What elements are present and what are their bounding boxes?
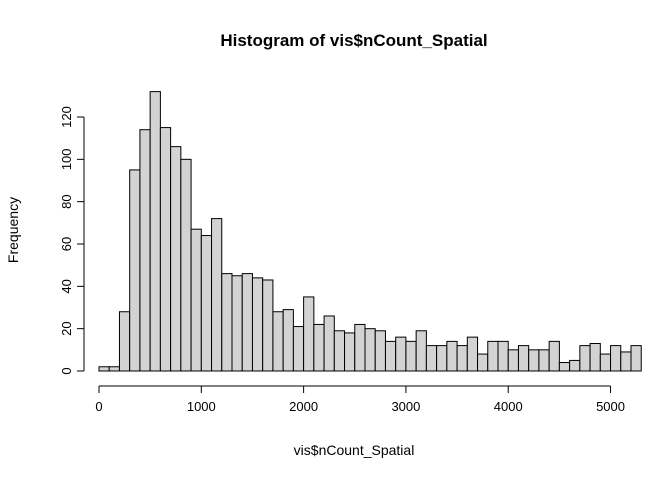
histogram-bar [129, 169, 141, 372]
histogram-bar [282, 309, 294, 372]
histogram-bar [487, 340, 499, 372]
histogram-bar [589, 342, 601, 372]
histogram-bar [548, 340, 560, 372]
histogram-bar [528, 349, 540, 372]
y-axis: 0 20 40 60 80 100 120 [59, 106, 85, 375]
x-axis-label: vis$nCount_Spatial [294, 442, 415, 458]
histogram-bar [108, 366, 120, 372]
histogram-bar [497, 340, 509, 372]
histogram-bar [262, 279, 274, 372]
chart-title: Histogram of vis$nCount_Spatial [220, 31, 487, 50]
histogram-bar [354, 323, 366, 372]
x-tick-label: 2000 [289, 399, 318, 414]
histogram-bar [477, 353, 489, 372]
bars-group [98, 91, 642, 372]
y-tick-label: 60 [59, 237, 74, 251]
histogram-bar [272, 311, 284, 372]
histogram-bar [251, 277, 264, 372]
histogram-bar [374, 330, 386, 372]
y-tick-label: 0 [59, 367, 74, 374]
histogram-bar [241, 273, 253, 372]
y-tick-label: 20 [59, 321, 74, 335]
x-tick-label: 5000 [596, 399, 625, 414]
y-axis-label: Frequency [5, 197, 21, 263]
y-tick-label: 80 [59, 194, 74, 208]
y-tick-label: 100 [59, 148, 74, 170]
histogram-bar [425, 345, 438, 372]
histogram-bar [221, 273, 233, 372]
x-tick-label: 0 [95, 399, 102, 414]
histogram-bar [538, 349, 550, 372]
x-tick-label: 3000 [391, 399, 420, 414]
histogram-bar [364, 328, 376, 372]
histogram-bar [415, 330, 427, 372]
histogram-bar [395, 336, 407, 372]
histogram-bar [630, 345, 642, 372]
histogram-bar [620, 351, 632, 372]
histogram-bar [231, 275, 243, 372]
histogram-bar [507, 349, 519, 372]
histogram-bar [303, 296, 315, 372]
histogram-bar [384, 340, 397, 372]
histogram-bar [200, 235, 213, 372]
x-tick-label: 4000 [494, 399, 523, 414]
histogram-bar [292, 326, 305, 372]
histogram-bar [466, 336, 479, 372]
histogram-bar [579, 345, 591, 372]
histogram-bar [118, 311, 131, 372]
histogram-bar [323, 315, 335, 372]
histogram-bar [344, 332, 356, 372]
x-tick-label: 1000 [187, 399, 216, 414]
y-tick-label: 120 [59, 106, 74, 128]
histogram-bar [139, 129, 151, 372]
histogram-bar [517, 345, 530, 372]
y-tick-label: 40 [59, 279, 74, 293]
histogram-bar [610, 345, 622, 372]
histogram-bar [170, 146, 182, 372]
histogram-bar [149, 91, 161, 372]
histogram-bar [98, 366, 110, 372]
histogram-bar [190, 228, 202, 372]
histogram-bar [180, 158, 192, 372]
histogram-bar [159, 127, 172, 372]
histogram-bar [405, 340, 417, 372]
histogram-bar [211, 218, 223, 372]
histogram-bar [313, 323, 325, 372]
histogram-bar [436, 345, 448, 372]
histogram-bar [599, 353, 612, 372]
histogram-bar [569, 359, 581, 372]
histogram-bar [446, 340, 458, 372]
histogram-bar [558, 362, 571, 372]
histogram-bar [333, 330, 346, 372]
x-axis: 0 1000 2000 3000 4000 5000 [95, 385, 625, 414]
histogram-bar [456, 345, 468, 372]
